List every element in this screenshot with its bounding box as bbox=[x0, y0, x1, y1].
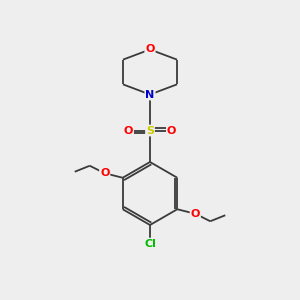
Text: S: S bbox=[146, 125, 154, 136]
Text: Cl: Cl bbox=[144, 238, 156, 249]
Text: O: O bbox=[167, 125, 176, 136]
Text: O: O bbox=[145, 44, 155, 55]
Text: N: N bbox=[146, 89, 154, 100]
Text: O: O bbox=[190, 209, 200, 219]
Text: O: O bbox=[100, 168, 110, 178]
Text: O: O bbox=[124, 125, 133, 136]
